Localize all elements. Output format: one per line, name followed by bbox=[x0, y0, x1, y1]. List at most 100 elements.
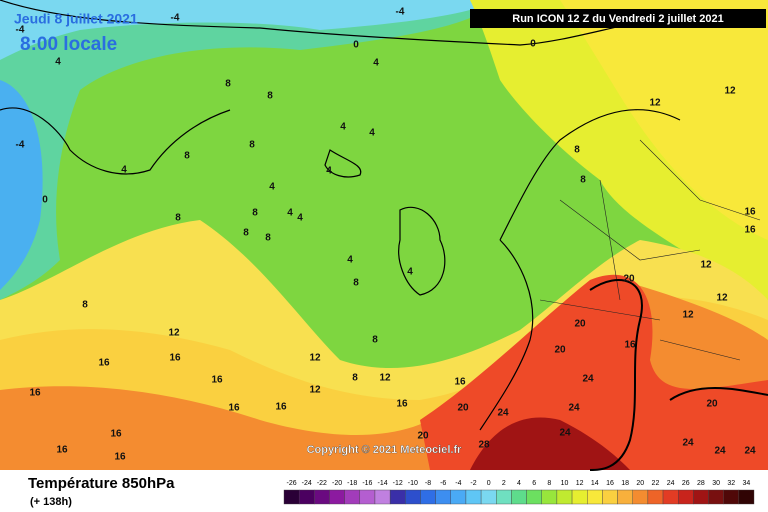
scale-swatch bbox=[496, 489, 512, 505]
contour-label: 20 bbox=[623, 274, 635, 285]
local-time: 8:00 locale bbox=[20, 34, 117, 55]
scale-tick-label: 24 bbox=[667, 480, 675, 487]
contour-label: 12 bbox=[309, 353, 321, 364]
contour-label: 8 bbox=[225, 79, 231, 90]
contour-label: 24 bbox=[682, 438, 694, 449]
contour-label: 8 bbox=[353, 278, 359, 289]
scale-swatch bbox=[571, 489, 588, 505]
contour-label: 20 bbox=[706, 399, 718, 410]
contour-label: 4 bbox=[340, 122, 346, 133]
contour-label: 0 bbox=[530, 39, 536, 50]
contour-label: 24 bbox=[497, 408, 509, 419]
borders bbox=[539, 139, 761, 361]
contour-label: 16 bbox=[211, 375, 223, 386]
contour-label: 0 bbox=[42, 195, 48, 206]
contour-label: 24 bbox=[714, 446, 726, 457]
scale-swatch bbox=[708, 489, 724, 505]
scale-tick-label: 28 bbox=[697, 480, 705, 487]
contour-label: 8 bbox=[580, 175, 586, 186]
scale-tick-label: 20 bbox=[636, 480, 644, 487]
arctic-zone bbox=[0, 0, 500, 60]
contour-label: 4 bbox=[326, 166, 332, 177]
scale-tick-label: -18 bbox=[347, 480, 357, 487]
contour-label: 8 bbox=[265, 233, 271, 244]
contour-label: 16 bbox=[110, 429, 122, 440]
contour-label: 24 bbox=[559, 428, 571, 439]
contour-label: 24 bbox=[582, 374, 594, 385]
contour-label: 24 bbox=[744, 446, 756, 457]
warmer-zone-ne bbox=[560, 0, 768, 240]
contour-label: 12 bbox=[168, 328, 180, 339]
contour-label: 0 bbox=[353, 40, 359, 51]
scale-swatch bbox=[450, 489, 467, 505]
scale-tick-label: -2 bbox=[470, 480, 476, 487]
contour-label: 16 bbox=[744, 207, 756, 218]
contour-label: 8 bbox=[82, 300, 88, 311]
scale-tick-label: 8 bbox=[547, 480, 551, 487]
scale-swatch bbox=[298, 489, 315, 505]
scale-swatch bbox=[329, 489, 345, 505]
contour-label: 16 bbox=[169, 353, 181, 364]
contour-label: -4 bbox=[16, 140, 25, 151]
contour-label: 20 bbox=[417, 431, 429, 442]
contour-label: 16 bbox=[114, 452, 126, 463]
iceland-coast bbox=[324, 149, 362, 178]
contour-label: 8 bbox=[574, 145, 580, 156]
contour-label: 8 bbox=[249, 140, 255, 151]
contour-label: 20 bbox=[457, 403, 469, 414]
scale-tick-label: 6 bbox=[532, 480, 536, 487]
scale-swatch bbox=[647, 489, 664, 505]
scale-swatch bbox=[723, 489, 740, 505]
scale-swatch bbox=[435, 489, 451, 505]
scale-tick-label: 12 bbox=[576, 480, 584, 487]
scale-swatch bbox=[556, 489, 573, 505]
contour-label: -4 bbox=[396, 7, 405, 18]
contour-label: 4 bbox=[369, 128, 375, 139]
scale-tick-label: -6 bbox=[440, 480, 446, 487]
scale-swatch bbox=[420, 489, 436, 505]
contour-label: 16 bbox=[624, 340, 636, 351]
contour-label: 12 bbox=[649, 98, 661, 109]
scale-tick-label: -8 bbox=[425, 480, 431, 487]
isotherm-20 bbox=[589, 279, 643, 471]
contour-label: 20 bbox=[574, 319, 586, 330]
scale-swatch bbox=[374, 489, 391, 505]
scale-swatch bbox=[602, 489, 618, 505]
run-box bbox=[470, 9, 766, 28]
run-info: Run ICON 12 Z du Vendredi 2 juillet 2021 bbox=[512, 13, 724, 25]
contour-label: 4 bbox=[287, 208, 293, 219]
europe-coast bbox=[479, 109, 681, 431]
contour-label: 8 bbox=[267, 91, 273, 102]
scale-swatch bbox=[662, 489, 679, 505]
scale-swatch bbox=[465, 489, 482, 505]
contour-label: 8 bbox=[243, 228, 249, 239]
contour-label: 12 bbox=[682, 310, 694, 321]
very-cold-zone bbox=[0, 80, 43, 290]
scale-tick-label: 14 bbox=[591, 480, 599, 487]
greenland-coast bbox=[0, 107, 231, 175]
scale-swatch bbox=[738, 489, 755, 505]
contour-label: 16 bbox=[454, 377, 466, 388]
contour-label: 4 bbox=[407, 267, 413, 278]
scale-tick-label: -24 bbox=[302, 480, 312, 487]
scale-swatch bbox=[511, 489, 527, 505]
contour-label: 12 bbox=[724, 86, 736, 97]
scale-tick-label: -14 bbox=[377, 480, 387, 487]
scale-tick-label: 2 bbox=[502, 480, 506, 487]
heat-zone bbox=[420, 274, 768, 470]
scale-tick-label: 18 bbox=[621, 480, 629, 487]
contour-label: 4 bbox=[55, 57, 61, 68]
contour-label: 16 bbox=[275, 402, 287, 413]
contour-label: -4 bbox=[171, 13, 180, 24]
scale-tick-label: 34 bbox=[743, 480, 751, 487]
isotherm-20-east bbox=[669, 387, 768, 401]
valid-date: Jeudi 8 juillet 2021 bbox=[14, 11, 138, 27]
contour-label: 16 bbox=[744, 225, 756, 236]
copyright: Copyright © 2021 Meteociel.fr bbox=[307, 444, 463, 456]
contour-label: 12 bbox=[700, 260, 712, 271]
contour-label: 16 bbox=[396, 399, 408, 410]
scale-swatch bbox=[693, 489, 709, 505]
contour-label: 4 bbox=[373, 58, 379, 69]
contour-label: 8 bbox=[175, 213, 181, 224]
